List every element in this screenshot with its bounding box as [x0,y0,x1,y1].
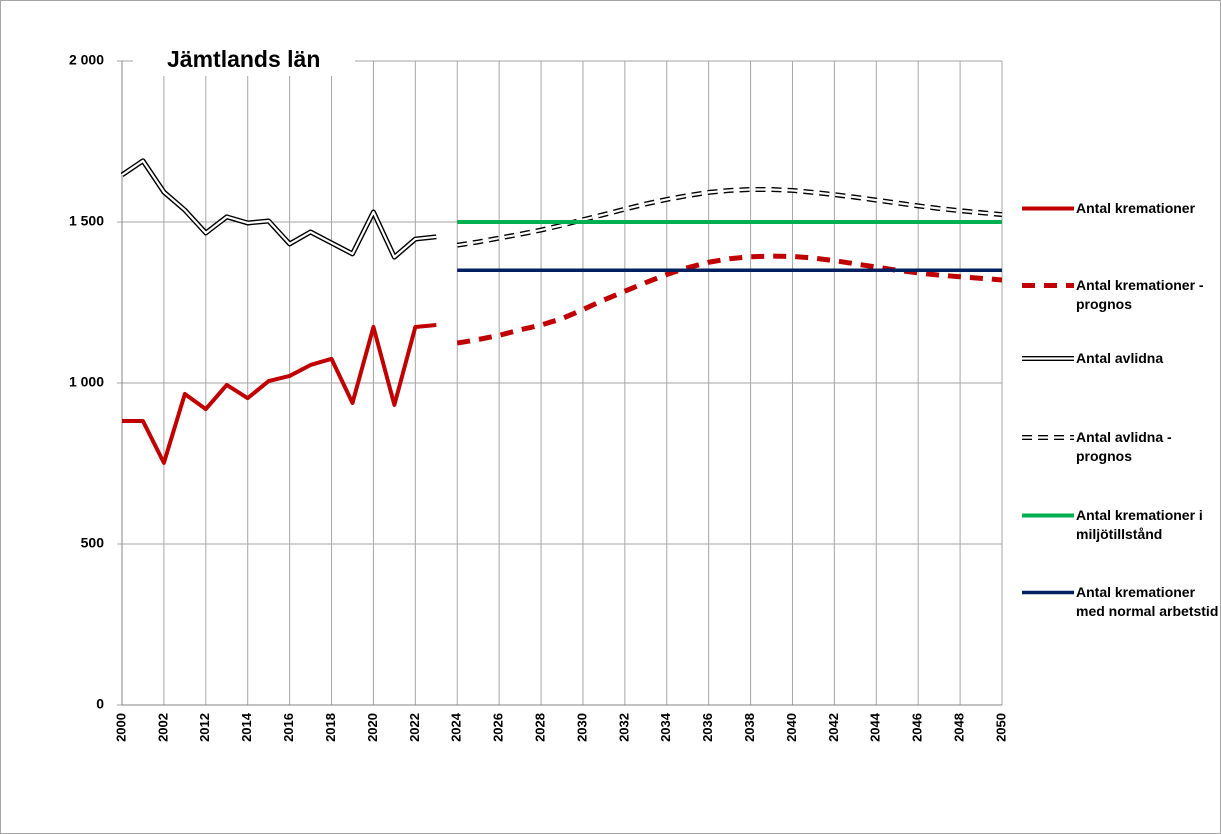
legend-label: Antal avlidna - prognos [1076,429,1172,464]
legend-entry: Antal kremationer i miljötillstånd [1020,506,1220,544]
x-tick-label: 2030 [574,713,589,742]
x-tick-label: 2042 [826,713,841,742]
x-tick-label: 2044 [868,712,883,742]
legend-swatch [1022,283,1074,288]
x-tick-label: 2018 [323,713,338,742]
x-tick-label: 2028 [532,713,547,742]
legend-entry: Antal avlidna [1020,349,1220,368]
x-tick-label: 2012 [197,713,212,742]
legend-entry: Antal kremationer - prognos [1020,276,1220,314]
y-tick-label: 1 500 [69,213,104,229]
legend-label: Antal avlidna [1076,350,1164,366]
legend-swatch [1022,513,1074,518]
x-tick-label: 2000 [113,713,128,742]
legend-label: Antal kremationer i miljötillstånd [1076,507,1203,542]
legend-swatch [1022,356,1074,361]
x-tick-label: 2016 [281,713,296,742]
legend-swatch [1022,435,1074,440]
series-line-inner [121,159,437,259]
chart-title: Jämtlands län [167,46,320,72]
x-tick-label: 2034 [658,712,673,742]
x-tick-label: 2002 [155,713,170,742]
x-tick-label: 2014 [239,712,254,742]
legend-entry: Antal kremationer [1020,199,1220,218]
x-tick-label: 2046 [910,713,925,742]
series-line [120,158,437,260]
legend-swatch [1022,206,1074,211]
y-tick-label: 500 [81,535,105,551]
x-tick-label: 2024 [449,712,464,742]
y-tick-label: 0 [96,696,104,712]
legend-label: Antal kremationer - prognos [1076,277,1204,312]
x-tick-label: 2036 [700,713,715,742]
series-line [456,186,1003,248]
x-tick-label: 2032 [616,713,631,742]
y-tick-label: 2 000 [69,52,104,68]
legend-label: Antal kremationer med normal arbetstid [1076,584,1219,619]
series-line-inner [457,188,1003,247]
legend-label: Antal kremationer [1076,200,1196,216]
x-tick-label: 2040 [784,713,799,742]
x-tick-label: 2050 [993,713,1008,742]
legend-entry: Antal avlidna - prognos [1020,428,1220,466]
legend-entry: Antal kremationer med normal arbetstid [1020,583,1220,621]
legend-swatch [1022,590,1074,595]
x-tick-label: 2048 [952,713,967,742]
series-line [122,323,437,465]
x-tick-label: 2038 [742,713,757,742]
title-box [133,44,355,76]
x-tick-label: 2020 [365,713,380,742]
y-tick-label: 1 000 [69,374,104,390]
x-tick-label: 2026 [491,713,506,742]
x-tick-label: 2022 [407,713,422,742]
